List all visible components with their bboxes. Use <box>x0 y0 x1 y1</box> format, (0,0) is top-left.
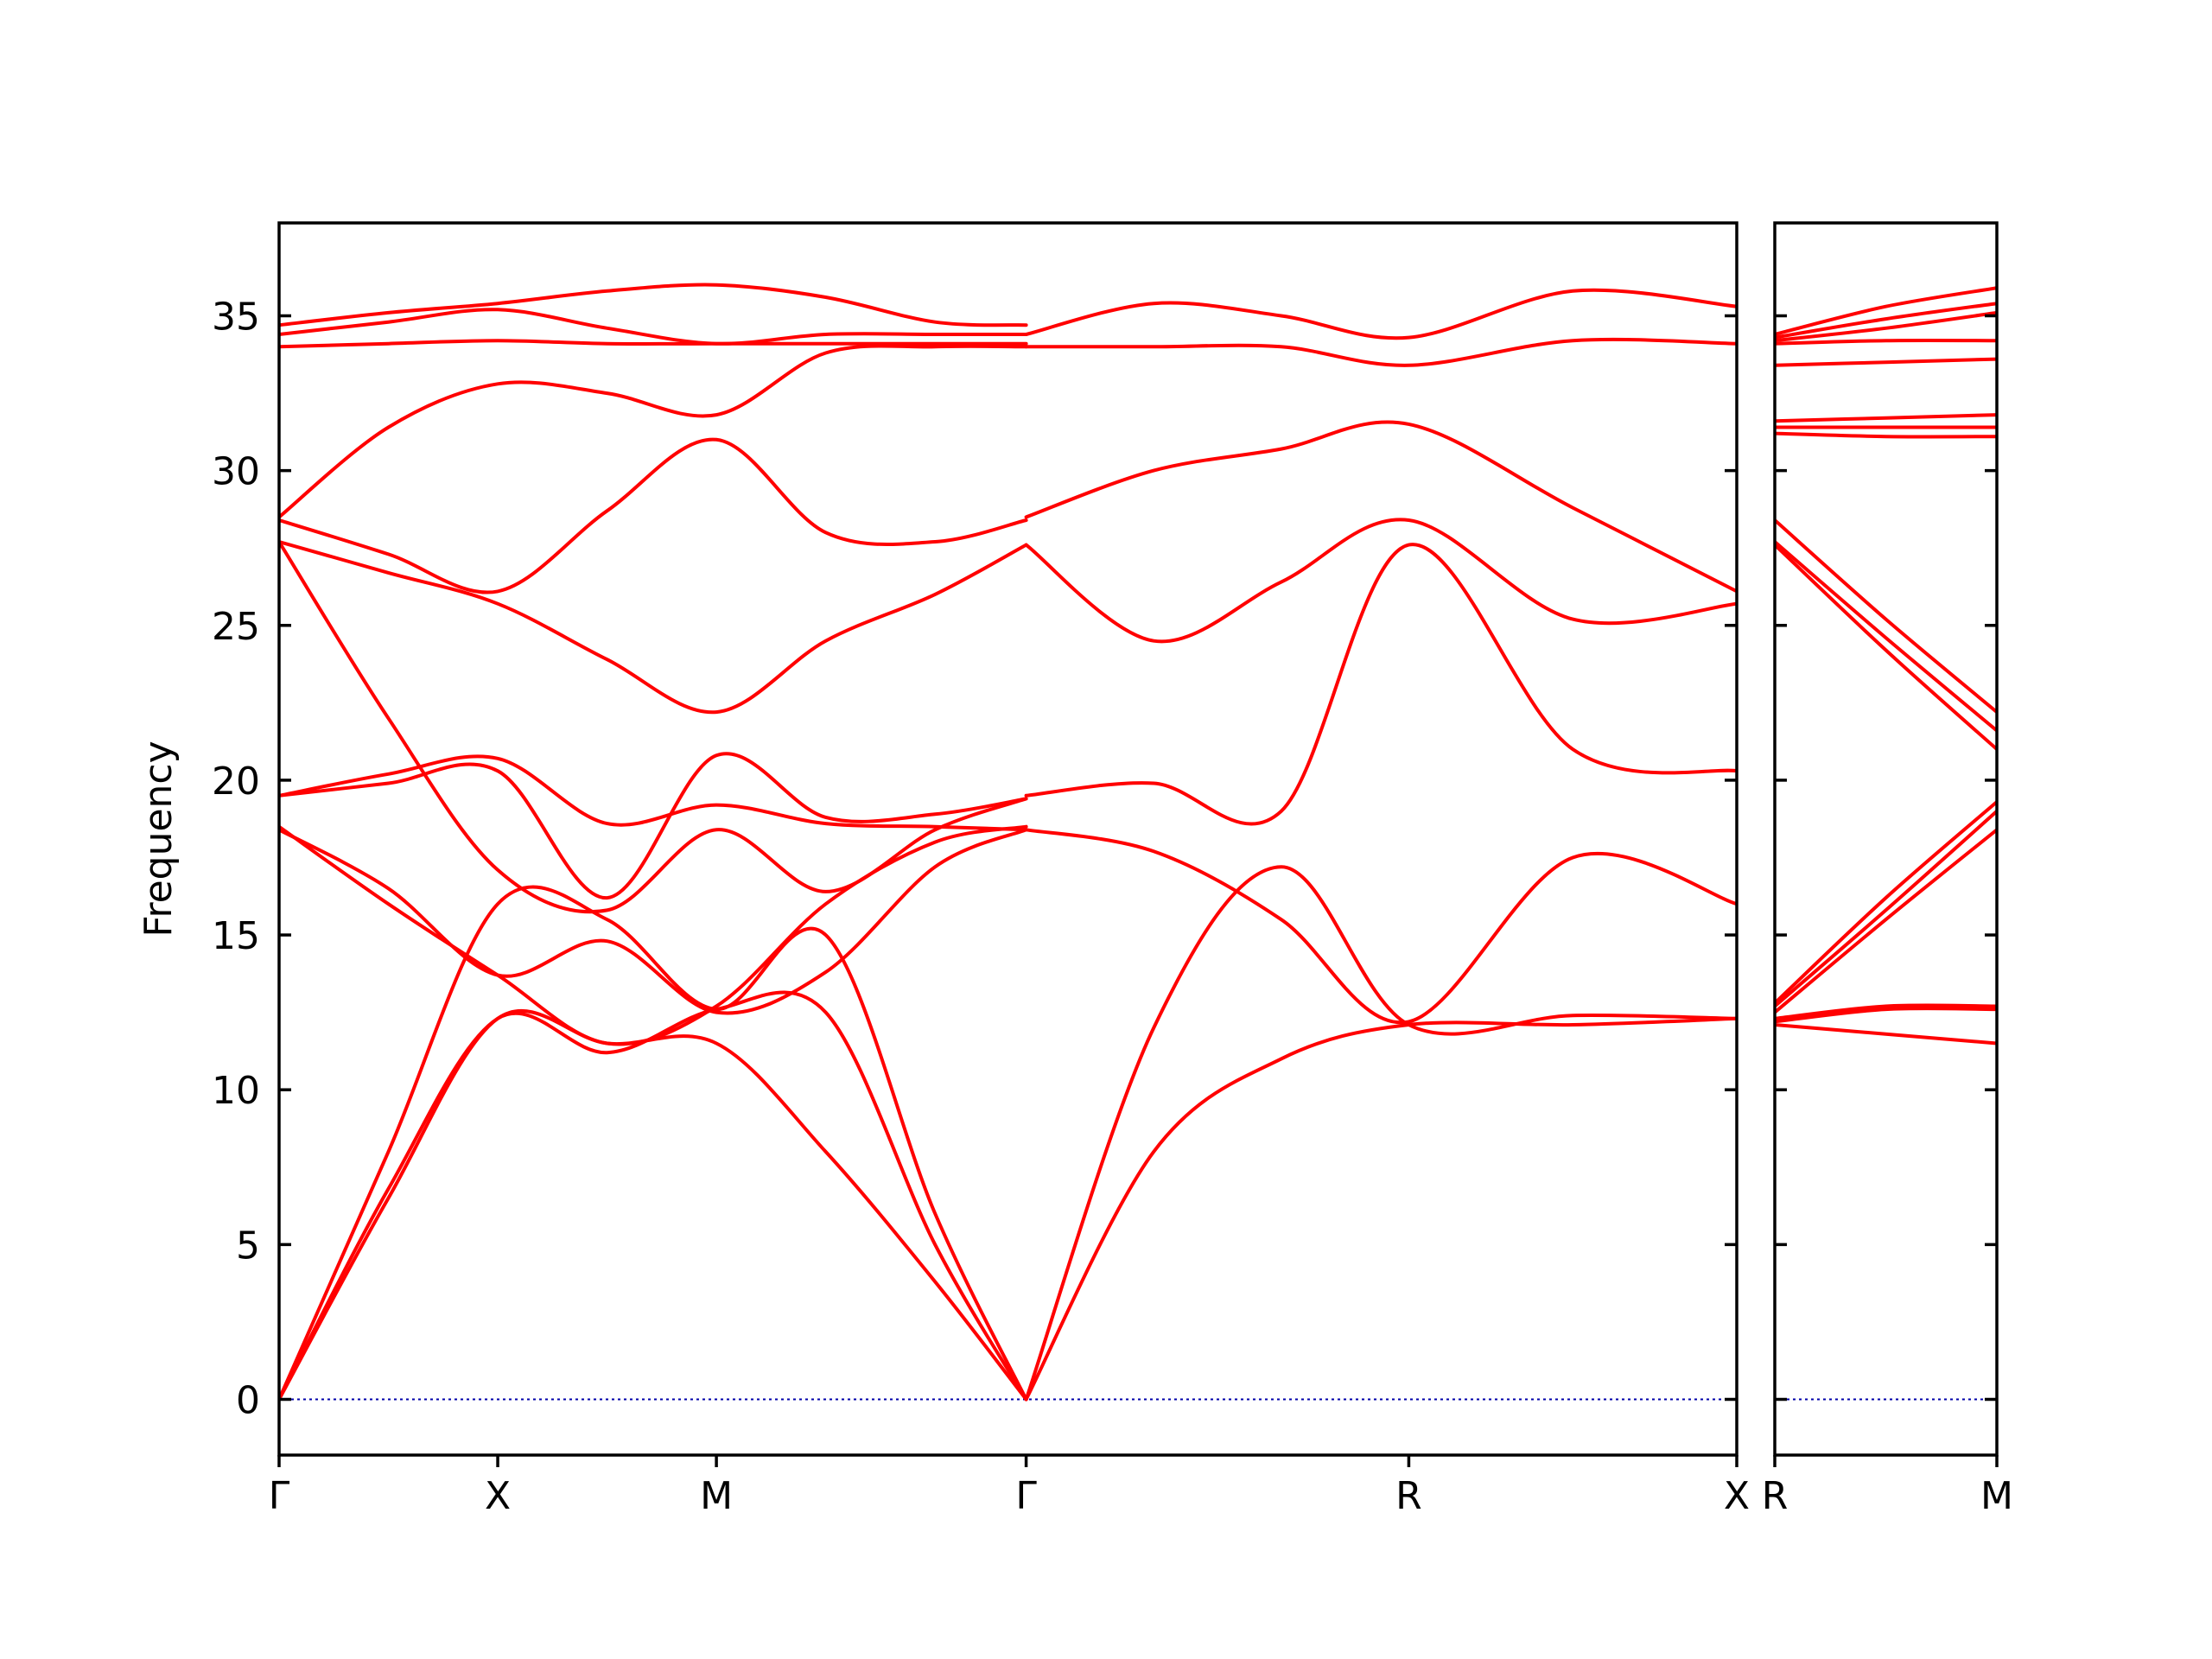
band-line-right-10 <box>1775 431 1997 439</box>
band-line-left-4 <box>279 540 1028 914</box>
band-line-left-20 <box>1024 420 1737 594</box>
right-bands <box>1775 286 1997 1401</box>
band-line-left-12 <box>279 339 1028 349</box>
left-panel: 0 5 10 15 20 25 30 35 Γ X M Γ R X <box>212 221 1750 1518</box>
y-tick-label: 15 <box>212 914 260 958</box>
y-axis-label: Frequency <box>137 741 181 937</box>
y-tick-label: 10 <box>212 1069 260 1113</box>
band-line-right-14 <box>1775 338 1997 346</box>
band-line-left-6 <box>279 824 1028 1046</box>
y-tick-label: 30 <box>212 450 260 494</box>
band-line-left-10 <box>279 437 1028 594</box>
x-tick-label: Γ <box>269 1474 290 1518</box>
band-line-right-6 <box>1775 800 1997 1005</box>
band-line-left-15 <box>1024 1016 1737 1402</box>
x-tick-label: X <box>1724 1474 1750 1518</box>
band-line-right-9 <box>1775 518 1997 715</box>
band-line-left-11 <box>279 344 1028 519</box>
band-line-left-21 <box>1024 337 1737 367</box>
band-line-left-9 <box>279 540 1028 715</box>
y-tick-label: 0 <box>236 1379 260 1423</box>
band-line-right-5 <box>1775 809 1997 1008</box>
band-line-left-16 <box>1024 865 1737 1402</box>
band-line-left-8 <box>279 754 1028 832</box>
band-line-right-1 <box>1775 1023 1997 1046</box>
band-line-left-17 <box>1024 828 1737 1025</box>
band-line-right-12 <box>1775 413 1997 423</box>
band-line-right-15 <box>1775 310 1997 343</box>
band-line-right-4 <box>1775 828 1997 1014</box>
band-line-left-14 <box>279 283 1028 327</box>
left-bands <box>279 283 1737 1402</box>
y-tick-label: 5 <box>236 1224 260 1268</box>
x-tick-label: M <box>700 1474 733 1518</box>
x-tick-label: R <box>1762 1474 1789 1518</box>
band-line-right-8 <box>1775 540 1997 733</box>
band-line-left-13 <box>279 308 1028 346</box>
band-line-left-18 <box>1024 543 1737 826</box>
x-tick-label: Γ <box>1015 1474 1037 1518</box>
band-line-right-7 <box>1775 543 1997 752</box>
left-y-axis: 0 5 10 15 20 25 30 35 <box>212 295 1737 1423</box>
band-line-right-13 <box>1775 357 1997 367</box>
band-line-right-17 <box>1775 286 1997 336</box>
band-line-left-22 <box>1024 288 1737 340</box>
band-line-right-2 <box>1775 1007 1997 1024</box>
band-line-left-3 <box>279 885 1028 1402</box>
band-line-right-3 <box>1775 1003 1997 1020</box>
y-tick-label: 20 <box>212 760 260 804</box>
right-plot-frame <box>1773 221 1999 1457</box>
band-line-left-5 <box>279 828 1028 1015</box>
y-tick-label: 35 <box>212 295 260 339</box>
band-line-left-7 <box>279 752 1028 900</box>
left-plot-frame <box>277 221 1738 1457</box>
right-y-axis <box>1775 314 1997 1402</box>
band-line-left-19 <box>1024 518 1737 644</box>
x-tick-label: M <box>1980 1474 2013 1518</box>
band-line-left-1 <box>279 1008 1028 1402</box>
x-tick-label: X <box>485 1474 511 1518</box>
y-tick-label: 25 <box>212 605 260 649</box>
x-tick-label: R <box>1395 1474 1422 1518</box>
band-line-right-16 <box>1775 302 1997 340</box>
